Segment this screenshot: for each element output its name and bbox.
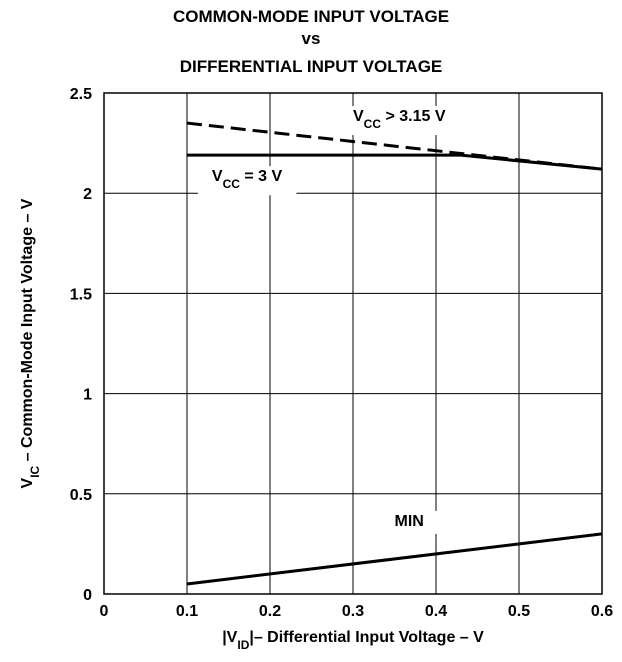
x-tick-label: 0.4 [425,603,447,620]
y-tick-label: 0.5 [70,487,92,504]
x-tick-label: 0 [100,603,109,620]
annotation-text-main: V [212,168,223,185]
annotation-text: MIN [395,513,424,530]
chart-title-line-1: COMMON-MODE INPUT VOLTAGE [172,7,450,26]
x-tick-label: 0.1 [176,603,198,620]
x-tick-label: 0.5 [508,603,530,620]
series-line-0 [186,121,603,171]
annotation-vcc-high: VCC > 3.15 V [339,106,460,136]
annotation-text-subscript: CC [223,177,241,191]
series-line-1 [187,153,603,171]
annotation-text-rest: > 3.15 V [381,108,446,125]
annotation-vcc-3v: VCC = 3 V [197,166,297,196]
x-axis-label: |VID|– Differential Input Voltage – V [222,629,484,652]
x-tick-label: 0.3 [342,603,364,620]
grid-lines [104,93,602,594]
y-axis-label-main: V [19,477,36,488]
annotation-text: VCC = 3 V [212,168,283,191]
x-tick-label: 0.2 [259,603,281,620]
x-axis-label-main: |V [222,629,237,646]
y-tick-label: 2 [83,186,92,203]
y-tick-label: 2.5 [70,86,92,103]
y-axis-label-rest: – Common-Mode Input Voltage – V [19,198,36,466]
axis-labels: |VID|– Differential Input Voltage – V VIC… [19,198,484,652]
y-axis-label: VIC – Common-Mode Input Voltage – V [19,198,42,488]
x-axis-label-subscript: ID [237,638,249,652]
annotation-text-main: V [353,108,364,125]
annotation-text: VCC > 3.15 V [353,108,446,131]
annotation-text-rest: = 3 V [240,168,283,185]
chart-title-line-2: vs [301,29,321,48]
annotation-backdrop [380,510,438,534]
y-tick-label: 1.5 [70,286,92,303]
series-lines [186,121,603,586]
y-tick-label: 0 [83,587,92,604]
annotation-backdrop [339,106,460,136]
x-axis-label-rest: |– Differential Input Voltage – V [249,629,484,646]
y-tick-label: 1 [83,387,92,404]
chart-title-line-3: DIFFERENTIAL INPUT VOLTAGE [179,57,443,76]
tick-labels: 0 0.1 0.2 0.3 0.4 0.5 0.6 0 0.5 1 1.5 2 2.5 [70,86,613,620]
annotation-min: MIN [380,510,438,534]
x-tick-label: 0.6 [591,603,613,620]
plot-frame [103,92,603,595]
annotation-text-subscript: CC [364,117,382,131]
annotation-backdrop [197,166,297,196]
series-line-2 [186,532,603,586]
y-axis-label-subscript: IC [28,465,42,477]
